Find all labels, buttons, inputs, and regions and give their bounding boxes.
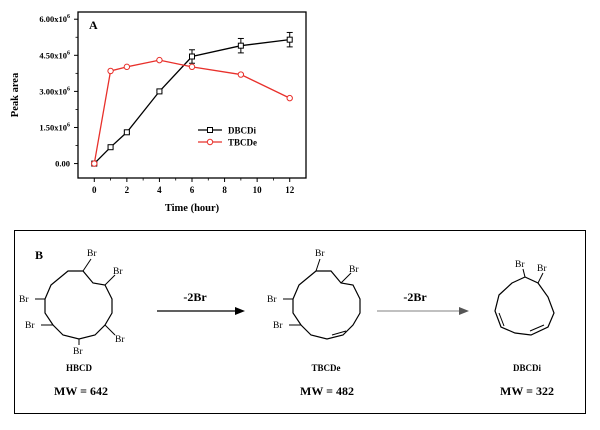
data-point-tbcde	[286, 94, 293, 102]
y-tick-label: 6.00x106	[39, 14, 70, 24]
x-tick-label: 4	[157, 185, 162, 195]
data-point-tbcde	[237, 71, 245, 78]
y-axis-label: Peak area	[10, 72, 21, 117]
dbcdi-mw: MW = 322	[500, 384, 554, 398]
data-point-tbcde	[123, 63, 131, 71]
dbcdi-br-1: Br	[515, 260, 525, 270]
arrow-1-head	[235, 307, 245, 315]
y-tick-label: 3.00x106	[39, 86, 70, 96]
hbcd-br-5: Br	[115, 335, 125, 345]
hbcd-br-2: Br	[113, 267, 123, 277]
hbcd-br-3: Br	[19, 295, 29, 305]
hbcd-br-6: Br	[73, 347, 83, 357]
dbcdi-name: DBCDi	[513, 363, 542, 373]
y-tick-label: 0.00	[55, 159, 70, 169]
tbcde-br-1: Br	[315, 249, 325, 259]
y-tick-label: 1.50x106	[39, 122, 70, 132]
x-tick-label: 12	[285, 185, 295, 195]
hbcd-br-4: Br	[25, 321, 35, 331]
y-tick-label: 4.50x106	[39, 50, 70, 60]
data-point-dbcdi	[156, 88, 163, 95]
legend-marker-dbcdi	[207, 127, 213, 133]
data-point-dbcdi	[107, 144, 114, 151]
data-point-dbcdi	[123, 129, 130, 136]
plot-frame	[77, 11, 307, 179]
x-tick-label: 10	[253, 185, 263, 195]
hbcd-name: HBCD	[66, 363, 93, 373]
x-tick-label: 8	[222, 185, 227, 195]
data-point-tbcde	[91, 160, 98, 167]
data-point-tbcde	[156, 56, 163, 64]
tbcde-br-4: Br	[273, 321, 283, 331]
tbcde-structure: Br Br Br Br	[267, 249, 361, 340]
tbcde-name: TBCDe	[312, 363, 341, 373]
panel-a-label: A	[89, 18, 98, 32]
tbcde-br-2: Br	[349, 265, 359, 275]
data-point-tbcde	[107, 67, 114, 75]
data-point-dbcdi	[189, 53, 195, 60]
x-tick-label: 2	[125, 185, 130, 195]
dbcdi-structure: Br Br	[494, 260, 555, 336]
data-point-tbcde	[188, 63, 196, 71]
legend-label-dbcdi: DBCDi	[228, 126, 257, 136]
arrow-2-head	[459, 307, 469, 315]
dbcdi-br-2: Br	[537, 264, 547, 274]
tbcde-mw: MW = 482	[300, 384, 354, 398]
hbcd-structure: Br Br Br Br Br Br	[19, 249, 125, 357]
tbcde-br-3: Br	[267, 295, 277, 305]
x-tick-label: 0	[92, 185, 97, 195]
series-line-tbcde	[93, 59, 290, 164]
data-point-dbcdi	[237, 42, 244, 49]
chart-a: A 0 2 4 6 8 10 12 0.00 1.50x106 3.00x106 4.50x106 6.…	[10, 11, 307, 214]
hbcd-mw: MW = 642	[54, 384, 108, 398]
panel-b-label: B	[35, 248, 43, 262]
x-axis-label: Time (hour)	[165, 203, 220, 214]
hbcd-br-1: Br	[87, 249, 97, 259]
arrow-1-label: -2Br	[183, 290, 207, 304]
x-tick-label: 6	[190, 185, 195, 195]
reaction-scheme: B Br Br Br Br Br Br HBCD MW = 642 -2Br	[19, 248, 555, 398]
reaction-scheme-panel: B Br Br Br Br Br Br HBCD MW = 642 -2Br	[14, 230, 586, 414]
data-point-dbcdi	[286, 36, 293, 43]
legend-marker-tbcde	[206, 138, 214, 146]
arrow-2-label: -2Br	[403, 290, 427, 304]
legend-label-tbcde: TBCDe	[228, 138, 257, 148]
